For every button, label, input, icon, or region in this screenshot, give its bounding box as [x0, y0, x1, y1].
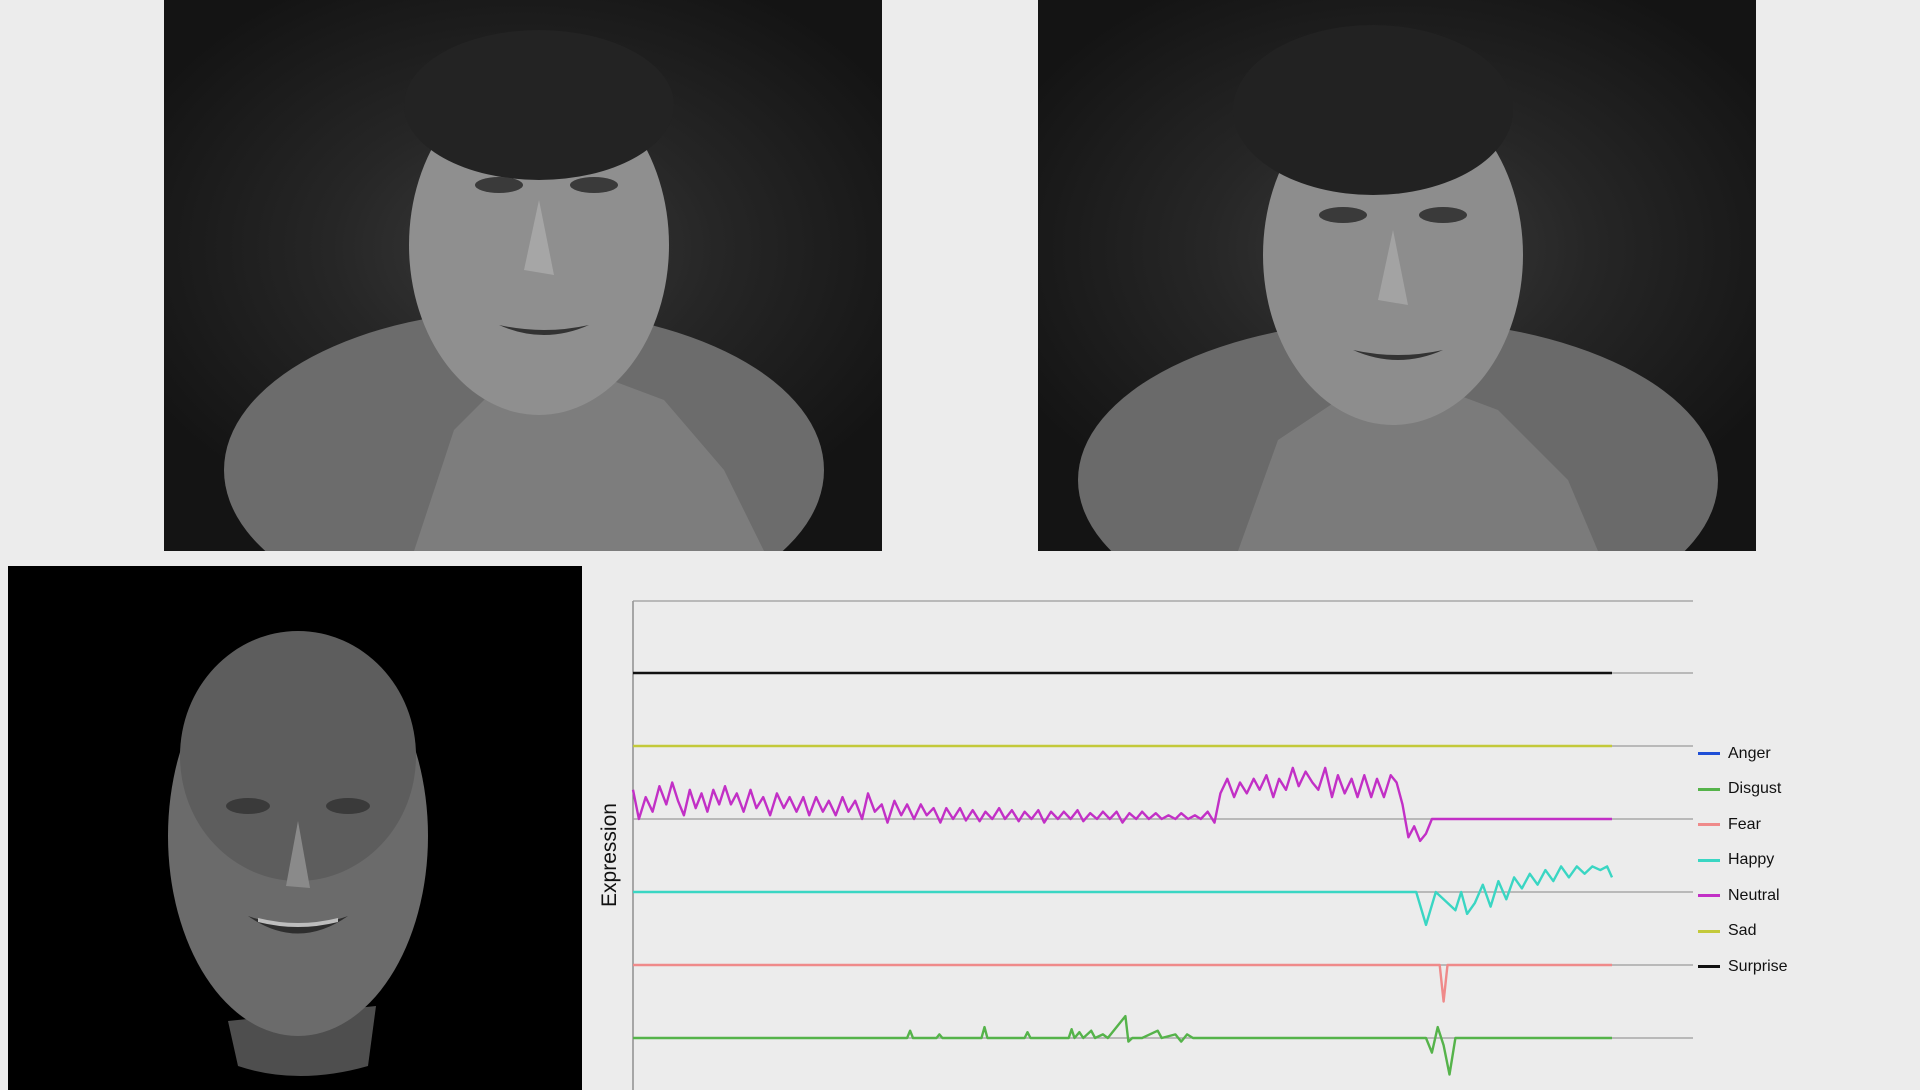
y-axis-label-text: Expression: [598, 803, 621, 907]
3d-face-render: [168, 631, 428, 1076]
legend-item-fear: Fear: [1698, 807, 1788, 843]
legend-swatch: [1698, 858, 1720, 862]
legend-label: Disgust: [1728, 780, 1782, 798]
legend-swatch: [1698, 787, 1720, 791]
legend-swatch: [1698, 752, 1720, 756]
series-line-neutral: [631, 766, 1612, 843]
legend: Anger Disgust Fear Happy Neutral Sad Surprise: [1698, 736, 1788, 985]
series-line-disgust: [633, 1014, 1612, 1076]
expression-chart: [631, 600, 1693, 1090]
legend-swatch: [1698, 965, 1720, 969]
legend-swatch: [1698, 929, 1720, 933]
3d-face-reconstruction: [8, 566, 582, 1090]
legend-item-anger: Anger: [1698, 736, 1788, 772]
legend-swatch: [1698, 894, 1720, 898]
camera-view-left: [164, 0, 882, 551]
legend-label: Neutral: [1728, 886, 1780, 904]
legend-item-surprise: Surprise: [1698, 949, 1788, 985]
legend-item-sad: Sad: [1698, 914, 1788, 950]
legend-label: Fear: [1728, 815, 1761, 833]
camera-view-right: [1038, 0, 1756, 551]
series-line-happy: [633, 865, 1614, 927]
legend-item-neutral: Neutral: [1698, 878, 1788, 914]
legend-swatch: [1698, 823, 1720, 827]
legend-item-happy: Happy: [1698, 843, 1788, 879]
legend-item-disgust: Disgust: [1698, 772, 1788, 808]
face-photo-left: [224, 30, 824, 551]
legend-label: Anger: [1728, 744, 1771, 762]
legend-label: Surprise: [1728, 957, 1788, 975]
legend-label: Happy: [1728, 851, 1775, 869]
face-photo-right: [1078, 25, 1718, 551]
series-line-fear: [633, 963, 1612, 1003]
legend-label: Sad: [1728, 922, 1757, 940]
